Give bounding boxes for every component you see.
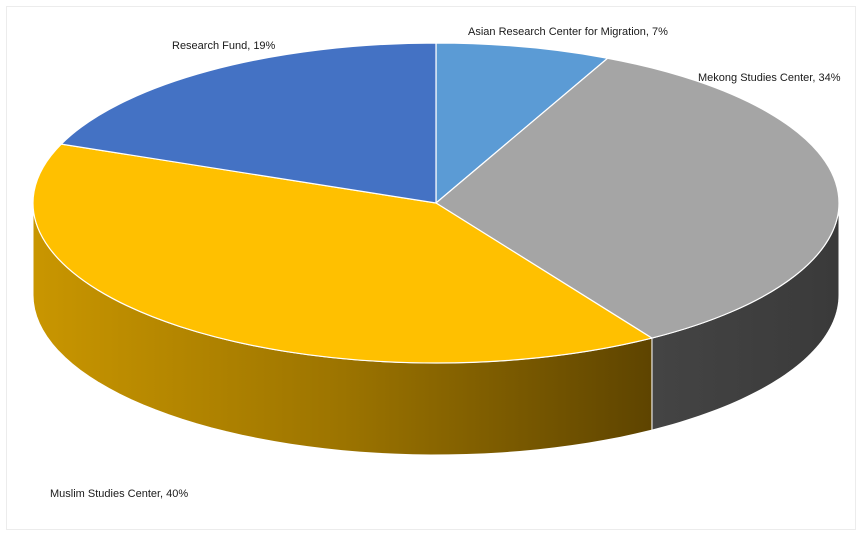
pie-slice-mekong-studies-center xyxy=(434,57,840,339)
label-asian-research-center: Asian Research Center for Migration, 7% xyxy=(468,26,668,38)
label-research-fund: Research Fund, 19% xyxy=(172,40,276,52)
data-labels: Asian Research Center for Migration, 7% … xyxy=(50,26,841,500)
pie-slice-muslim-studies-center xyxy=(32,143,654,364)
pie-slice-asian-research-center-for-migration xyxy=(435,42,609,205)
label-muslim-studies-center: Muslim Studies Center, 40% xyxy=(50,488,188,500)
pie-tops xyxy=(32,42,840,364)
pie-slice-research-fund xyxy=(60,42,437,204)
label-mekong-studies-center: Mekong Studies Center, 34% xyxy=(698,72,841,84)
